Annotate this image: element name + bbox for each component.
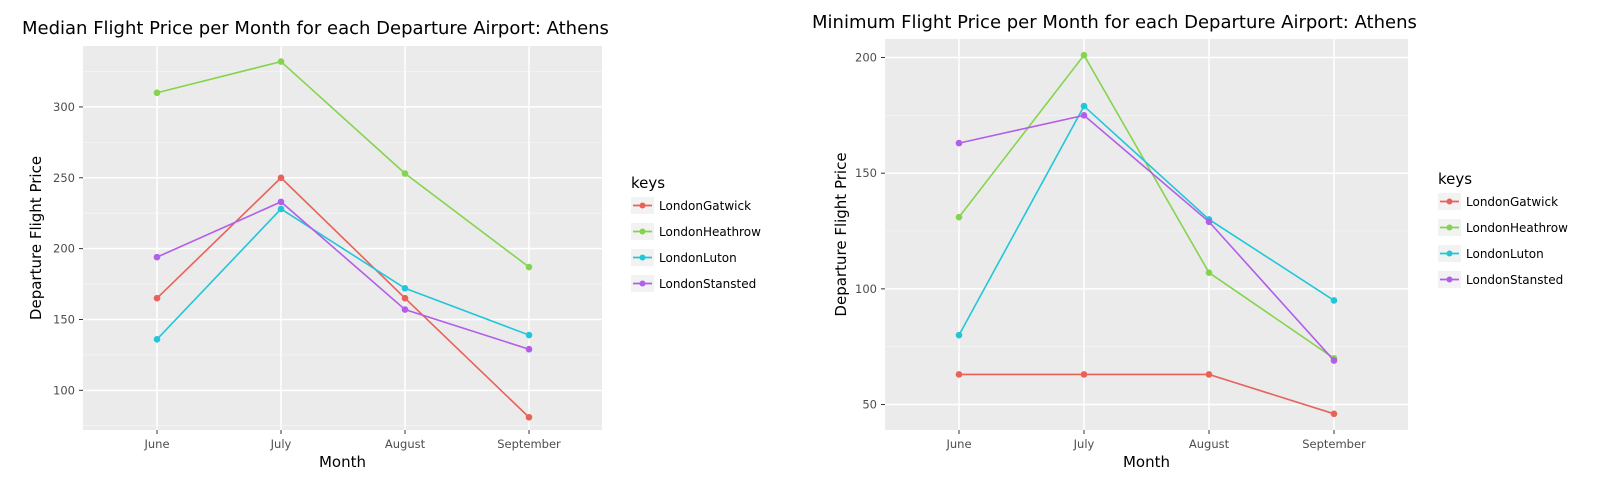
data-point-LondonLuton <box>955 331 963 339</box>
data-point-LondonStansted <box>277 198 285 206</box>
data-point-LondonGatwick <box>1205 371 1213 378</box>
chart-title: Minimum Flight Price per Month for each … <box>812 12 1417 33</box>
y-axis-title: Departure Flight Price <box>27 156 45 320</box>
legend-label-LondonHeathrow: LondonHeathrow <box>1466 221 1568 235</box>
series-line-LondonLuton <box>156 207 530 340</box>
series-line-LondonLuton <box>958 104 1335 336</box>
series-line-LondonHeathrow <box>958 53 1335 359</box>
legend-key-point <box>639 280 646 287</box>
legend-label-LondonGatwick: LondonGatwick <box>659 199 751 213</box>
y-tick-label: 150 <box>53 312 75 326</box>
legend-label-LondonStansted: LondonStansted <box>659 277 756 291</box>
y-tick-label: 50 <box>862 398 877 412</box>
y-tick-label: 200 <box>855 51 877 65</box>
x-axis-title: Month <box>1123 453 1170 471</box>
data-point-LondonGatwick <box>153 294 161 302</box>
y-axis-title: Departure Flight Price <box>832 152 850 316</box>
data-point-LondonGatwick <box>1080 371 1088 378</box>
legend-key-point <box>1446 198 1453 205</box>
x-tick-label: August <box>385 437 426 451</box>
data-point-LondonLuton <box>1080 102 1088 110</box>
x-tick-label: July <box>270 437 292 451</box>
data-point-LondonHeathrow <box>525 263 533 271</box>
legend-label-LondonLuton: LondonLuton <box>659 251 737 265</box>
data-point-LondonHeathrow <box>153 89 161 97</box>
data-point-LondonStansted <box>1080 112 1088 119</box>
y-tick-label: 300 <box>53 100 75 114</box>
chart-panel-2: Minimum Flight Price per Month for each … <box>812 12 1568 471</box>
legend-key-point <box>1446 276 1453 283</box>
data-point-LondonStansted <box>955 139 963 147</box>
series-line-LondonGatwick <box>959 373 1335 415</box>
x-tick-label: July <box>1073 437 1095 451</box>
legend-key-point <box>1446 250 1453 257</box>
x-axis-title: Month <box>319 453 366 471</box>
legend-label-LondonStansted: LondonStansted <box>1466 273 1563 287</box>
legend-key-point <box>639 228 646 235</box>
data-point-LondonGatwick <box>1330 410 1338 418</box>
chart-panel-1: Median Flight Price per Month for each D… <box>22 18 761 471</box>
data-point-LondonLuton <box>1330 297 1338 304</box>
data-point-LondonHeathrow <box>1205 269 1213 276</box>
y-tick-label: 250 <box>53 171 75 185</box>
data-point-LondonHeathrow <box>1080 51 1088 59</box>
data-point-LondonStansted <box>525 345 533 353</box>
legend-title: keys <box>1438 170 1472 188</box>
data-point-LondonLuton <box>401 285 409 292</box>
data-point-LondonGatwick <box>525 413 533 421</box>
chart-title: Median Flight Price per Month for each D… <box>22 18 609 39</box>
legend-key-point <box>639 202 646 209</box>
data-point-LondonGatwick <box>955 371 963 378</box>
series-line-LondonGatwick <box>156 176 530 418</box>
x-tick-label: June <box>143 437 169 451</box>
x-tick-label: September <box>497 437 561 451</box>
series-line-LondonStansted <box>958 114 1335 362</box>
data-point-LondonGatwick <box>277 174 285 182</box>
legend-title: keys <box>631 174 665 192</box>
data-point-LondonStansted <box>401 306 409 313</box>
legend-label-LondonLuton: LondonLuton <box>1466 247 1544 261</box>
data-point-LondonStansted <box>153 253 161 261</box>
legend-label-LondonHeathrow: LondonHeathrow <box>659 225 761 239</box>
data-point-LondonStansted <box>1205 218 1213 226</box>
data-point-LondonLuton <box>153 336 161 343</box>
legend-label-LondonGatwick: LondonGatwick <box>1466 195 1558 209</box>
y-tick-label: 150 <box>855 166 877 180</box>
x-tick-label: September <box>1302 437 1366 451</box>
series-line-LondonStansted <box>156 200 530 350</box>
data-point-LondonLuton <box>525 331 533 339</box>
data-point-LondonLuton <box>277 205 285 213</box>
data-point-LondonGatwick <box>401 294 409 302</box>
y-tick-label: 200 <box>53 242 75 256</box>
y-tick-label: 100 <box>53 383 75 397</box>
plot-background <box>885 39 1408 430</box>
x-tick-label: August <box>1189 437 1230 451</box>
x-tick-label: June <box>945 437 971 451</box>
legend-key-point <box>1446 224 1453 231</box>
y-tick-label: 100 <box>855 282 877 296</box>
series-line-LondonHeathrow <box>156 60 530 268</box>
data-point-LondonHeathrow <box>401 170 409 177</box>
data-point-LondonHeathrow <box>955 213 963 221</box>
data-point-LondonStansted <box>1330 357 1338 364</box>
legend-key-point <box>639 254 646 261</box>
data-point-LondonHeathrow <box>277 58 285 65</box>
